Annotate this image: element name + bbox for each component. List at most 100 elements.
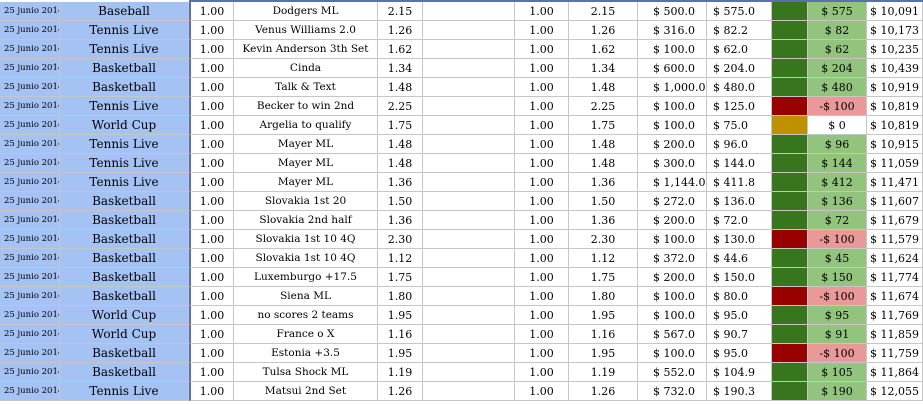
bankroll-cell[interactable]: $ 10,173 bbox=[867, 21, 923, 40]
odds-repeat-cell[interactable]: 1.95 bbox=[569, 306, 638, 325]
odds-cell[interactable]: 1.36 bbox=[378, 173, 423, 192]
bankroll-cell[interactable]: $ 10,819 bbox=[867, 97, 923, 116]
profit-cell[interactable]: $ 150 bbox=[808, 268, 867, 287]
potential-win-cell[interactable]: $ 411.8 bbox=[707, 173, 772, 192]
event-cell[interactable]: Estonia +3.5 bbox=[234, 344, 378, 363]
potential-win-cell[interactable]: $ 480.0 bbox=[707, 78, 772, 97]
empty-cell[interactable] bbox=[423, 154, 515, 173]
stake-units-cell[interactable]: 1.00 bbox=[515, 230, 569, 249]
sport-cell[interactable]: Basketball bbox=[60, 78, 189, 97]
date-cell[interactable]: 25 junio 2014 bbox=[0, 268, 60, 287]
sport-cell[interactable]: World Cup bbox=[60, 306, 189, 325]
event-cell[interactable]: Slovakia 1st 20 bbox=[234, 192, 378, 211]
odds-repeat-cell[interactable]: 1.62 bbox=[569, 40, 638, 59]
potential-win-cell[interactable]: $ 82.2 bbox=[707, 21, 772, 40]
wager-amount-cell[interactable]: $ 100.0 bbox=[638, 116, 707, 135]
wager-amount-cell[interactable]: $ 552.0 bbox=[638, 363, 707, 382]
profit-cell[interactable]: -$ 100 bbox=[808, 230, 867, 249]
stake-units-cell[interactable]: 1.00 bbox=[515, 382, 569, 401]
wager-amount-cell[interactable]: $ 500.0 bbox=[638, 2, 707, 21]
stake-cell[interactable]: 1.00 bbox=[189, 363, 234, 382]
stake-cell[interactable]: 1.00 bbox=[189, 249, 234, 268]
date-cell[interactable]: 25 junio 2014 bbox=[0, 363, 60, 382]
odds-repeat-cell[interactable]: 2.25 bbox=[569, 97, 638, 116]
potential-win-cell[interactable]: $ 90.7 bbox=[707, 325, 772, 344]
stake-cell[interactable]: 1.00 bbox=[189, 325, 234, 344]
odds-cell[interactable]: 1.16 bbox=[378, 325, 423, 344]
bankroll-cell[interactable]: $ 12,055 bbox=[867, 382, 923, 401]
bankroll-cell[interactable]: $ 11,471 bbox=[867, 173, 923, 192]
empty-cell[interactable] bbox=[423, 249, 515, 268]
profit-cell[interactable]: $ 0 bbox=[808, 116, 867, 135]
result-indicator-cell[interactable] bbox=[772, 249, 808, 268]
empty-cell[interactable] bbox=[423, 97, 515, 116]
stake-units-cell[interactable]: 1.00 bbox=[515, 287, 569, 306]
event-cell[interactable]: Cinda bbox=[234, 59, 378, 78]
stake-units-cell[interactable]: 1.00 bbox=[515, 21, 569, 40]
result-indicator-cell[interactable] bbox=[772, 173, 808, 192]
event-cell[interactable]: Siena ML bbox=[234, 287, 378, 306]
event-cell[interactable]: Becker to win 2nd bbox=[234, 97, 378, 116]
sport-cell[interactable]: World Cup bbox=[60, 325, 189, 344]
odds-repeat-cell[interactable]: 1.50 bbox=[569, 192, 638, 211]
odds-repeat-cell[interactable]: 1.48 bbox=[569, 78, 638, 97]
potential-win-cell[interactable]: $ 104.9 bbox=[707, 363, 772, 382]
result-indicator-cell[interactable] bbox=[772, 268, 808, 287]
odds-cell[interactable]: 1.75 bbox=[378, 116, 423, 135]
odds-repeat-cell[interactable]: 1.26 bbox=[569, 21, 638, 40]
bankroll-cell[interactable]: $ 10,439 bbox=[867, 59, 923, 78]
odds-repeat-cell[interactable]: 1.12 bbox=[569, 249, 638, 268]
stake-cell[interactable]: 1.00 bbox=[189, 116, 234, 135]
sport-cell[interactable]: Baseball bbox=[60, 2, 189, 21]
stake-cell[interactable]: 1.00 bbox=[189, 2, 234, 21]
sport-cell[interactable]: Tennis Live bbox=[60, 21, 189, 40]
bankroll-cell[interactable]: $ 11,624 bbox=[867, 249, 923, 268]
stake-cell[interactable]: 1.00 bbox=[189, 40, 234, 59]
date-cell[interactable]: 25 junio 2014 bbox=[0, 173, 60, 192]
odds-cell[interactable]: 1.34 bbox=[378, 59, 423, 78]
event-cell[interactable]: Venus Williams 2.0 bbox=[234, 21, 378, 40]
stake-cell[interactable]: 1.00 bbox=[189, 344, 234, 363]
empty-cell[interactable] bbox=[423, 325, 515, 344]
event-cell[interactable]: Talk & Text bbox=[234, 78, 378, 97]
result-indicator-cell[interactable] bbox=[772, 287, 808, 306]
odds-repeat-cell[interactable]: 1.36 bbox=[569, 173, 638, 192]
result-indicator-cell[interactable] bbox=[772, 382, 808, 401]
stake-cell[interactable]: 1.00 bbox=[189, 78, 234, 97]
odds-repeat-cell[interactable]: 1.48 bbox=[569, 135, 638, 154]
date-cell[interactable]: 25 junio 2014 bbox=[0, 135, 60, 154]
stake-cell[interactable]: 1.00 bbox=[189, 230, 234, 249]
stake-units-cell[interactable]: 1.00 bbox=[515, 59, 569, 78]
empty-cell[interactable] bbox=[423, 344, 515, 363]
stake-units-cell[interactable]: 1.00 bbox=[515, 325, 569, 344]
profit-cell[interactable]: $ 72 bbox=[808, 211, 867, 230]
result-indicator-cell[interactable] bbox=[772, 135, 808, 154]
odds-repeat-cell[interactable]: 2.15 bbox=[569, 2, 638, 21]
odds-repeat-cell[interactable]: 1.16 bbox=[569, 325, 638, 344]
bankroll-cell[interactable]: $ 11,774 bbox=[867, 268, 923, 287]
wager-amount-cell[interactable]: $ 100.0 bbox=[638, 306, 707, 325]
stake-cell[interactable]: 1.00 bbox=[189, 135, 234, 154]
event-cell[interactable]: France o X bbox=[234, 325, 378, 344]
result-indicator-cell[interactable] bbox=[772, 306, 808, 325]
event-cell[interactable]: Slovakia 2nd half bbox=[234, 211, 378, 230]
odds-cell[interactable]: 1.95 bbox=[378, 344, 423, 363]
bankroll-cell[interactable]: $ 10,091 bbox=[867, 2, 923, 21]
empty-cell[interactable] bbox=[423, 2, 515, 21]
stake-units-cell[interactable]: 1.00 bbox=[515, 211, 569, 230]
sport-cell[interactable]: Basketball bbox=[60, 59, 189, 78]
odds-repeat-cell[interactable]: 1.80 bbox=[569, 287, 638, 306]
profit-cell[interactable]: $ 95 bbox=[808, 306, 867, 325]
stake-cell[interactable]: 1.00 bbox=[189, 154, 234, 173]
bankroll-cell[interactable]: $ 11,579 bbox=[867, 230, 923, 249]
stake-cell[interactable]: 1.00 bbox=[189, 59, 234, 78]
profit-cell[interactable]: $ 204 bbox=[808, 59, 867, 78]
profit-cell[interactable]: $ 412 bbox=[808, 173, 867, 192]
odds-repeat-cell[interactable]: 2.30 bbox=[569, 230, 638, 249]
potential-win-cell[interactable]: $ 80.0 bbox=[707, 287, 772, 306]
stake-units-cell[interactable]: 1.00 bbox=[515, 173, 569, 192]
odds-repeat-cell[interactable]: 1.75 bbox=[569, 268, 638, 287]
odds-repeat-cell[interactable]: 1.75 bbox=[569, 116, 638, 135]
sport-cell[interactable]: Basketball bbox=[60, 249, 189, 268]
stake-cell[interactable]: 1.00 bbox=[189, 173, 234, 192]
